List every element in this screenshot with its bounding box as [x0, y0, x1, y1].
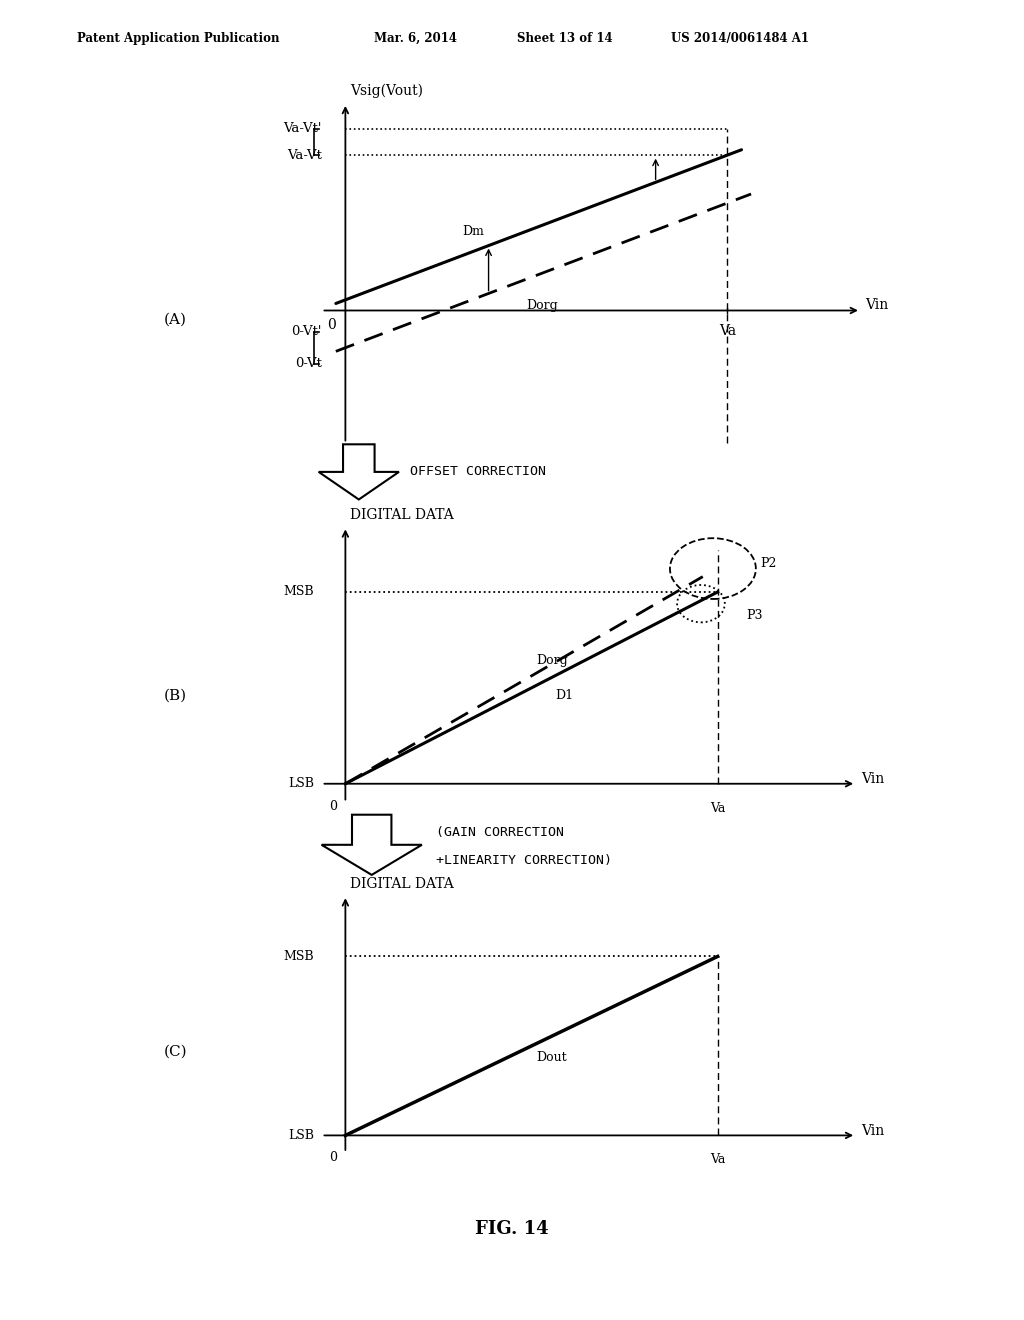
Text: Dorg: Dorg [537, 653, 568, 667]
Text: LSB: LSB [289, 777, 314, 791]
Text: Va: Va [710, 803, 725, 816]
Text: US 2014/0061484 A1: US 2014/0061484 A1 [671, 32, 809, 45]
Text: 0-Vt': 0-Vt' [291, 325, 322, 338]
Text: 0: 0 [330, 800, 338, 813]
Text: +LINEARITY CORRECTION): +LINEARITY CORRECTION) [436, 854, 612, 867]
Text: (C): (C) [164, 1045, 187, 1059]
Text: Dm: Dm [462, 224, 483, 238]
Text: MSB: MSB [284, 950, 314, 962]
Text: D1: D1 [555, 689, 573, 702]
Text: Va: Va [710, 1152, 725, 1166]
Text: Patent Application Publication: Patent Application Publication [77, 32, 280, 45]
Text: (B): (B) [164, 689, 187, 702]
Text: MSB: MSB [284, 586, 314, 598]
Text: LSB: LSB [289, 1129, 314, 1142]
Text: 0: 0 [330, 1151, 338, 1164]
Polygon shape [322, 814, 422, 875]
Text: Vin: Vin [865, 298, 889, 312]
Text: Vin: Vin [861, 1125, 884, 1138]
Text: Va-Vt': Va-Vt' [283, 121, 322, 135]
Text: Va: Va [719, 323, 736, 338]
Text: Dorg: Dorg [526, 300, 558, 313]
Text: DIGITAL DATA: DIGITAL DATA [350, 508, 454, 521]
Text: P2: P2 [761, 557, 777, 570]
Text: DIGITAL DATA: DIGITAL DATA [350, 876, 454, 891]
Text: Sheet 13 of 14: Sheet 13 of 14 [517, 32, 612, 45]
Text: OFFSET CORRECTION: OFFSET CORRECTION [411, 466, 547, 478]
Text: Vsig(Vout): Vsig(Vout) [350, 83, 423, 98]
Text: Vin: Vin [861, 772, 884, 785]
Text: 0-Vt: 0-Vt [295, 358, 322, 370]
Text: Dout: Dout [537, 1051, 567, 1064]
Text: FIG. 14: FIG. 14 [475, 1220, 549, 1238]
Polygon shape [318, 445, 399, 499]
Text: (GAIN CORRECTION: (GAIN CORRECTION [436, 826, 564, 840]
Text: Va-Vt: Va-Vt [287, 149, 322, 161]
Text: P3: P3 [746, 609, 763, 622]
Text: (A): (A) [164, 313, 186, 326]
Text: Mar. 6, 2014: Mar. 6, 2014 [374, 32, 457, 45]
Text: 0: 0 [327, 318, 336, 333]
